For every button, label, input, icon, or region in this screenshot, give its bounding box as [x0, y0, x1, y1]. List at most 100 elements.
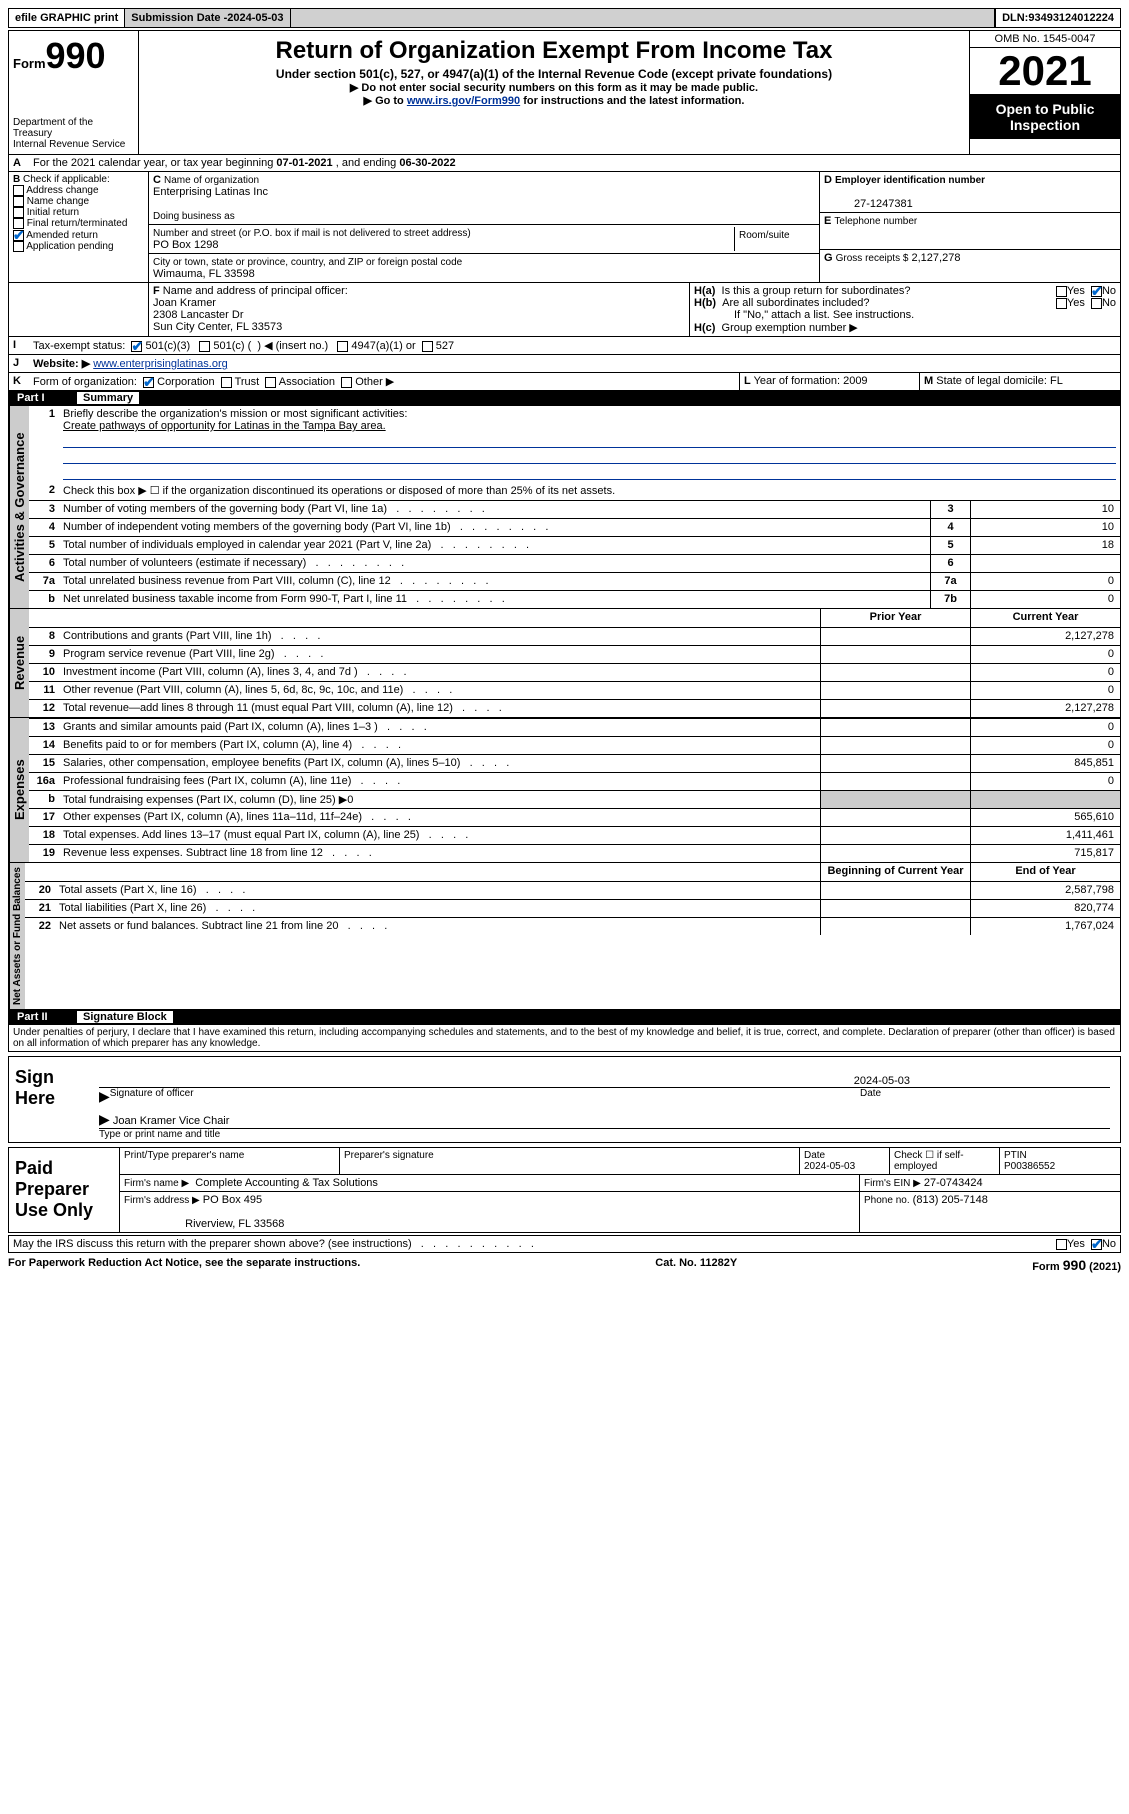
line-13: 13Grants and similar amounts paid (Part … [29, 718, 1120, 736]
cb-501c3[interactable] [131, 341, 142, 352]
line-16a: 16aProfessional fundraising fees (Part I… [29, 772, 1120, 790]
cb-trust[interactable] [221, 377, 232, 388]
label-a: A [9, 155, 29, 171]
line-b: bTotal fundraising expenses (Part IX, co… [29, 790, 1120, 808]
row-i: I Tax-exempt status: 501(c)(3) 501(c) ( … [9, 336, 1120, 354]
cb-ha-yes[interactable] [1056, 286, 1067, 297]
header-center: Return of Organization Exempt From Incom… [139, 31, 970, 154]
footer-mid: Cat. No. 11282Y [655, 1257, 737, 1273]
efile-label: efile GRAPHIC print [9, 9, 125, 27]
cb-hb-yes[interactable] [1056, 298, 1067, 309]
col-prior-year: Prior Year [820, 609, 970, 627]
mission-text: Create pathways of opportunity for Latin… [63, 420, 386, 432]
firm-phone: (813) 205-7148 [913, 1194, 988, 1206]
form-title: Return of Organization Exempt From Incom… [147, 37, 961, 65]
tab-expenses: Expenses [9, 718, 29, 862]
open-inspection: Open to Public Inspection [970, 95, 1120, 139]
topbar: efile GRAPHIC print Submission Date - 20… [8, 8, 1121, 28]
line-22: 22Net assets or fund balances. Subtract … [25, 917, 1120, 935]
omb-number: OMB No. 1545-0047 [970, 31, 1120, 48]
cb-amended-return[interactable] [13, 230, 24, 241]
cb-501c[interactable] [199, 341, 210, 352]
form-number: 990 [46, 35, 106, 76]
summary-revenue: Revenue Prior Year Current Year 8Contrib… [9, 608, 1120, 717]
gov-line-3: 3Number of voting members of the governi… [29, 500, 1120, 518]
line-11: 11Other revenue (Part VIII, column (A), … [29, 681, 1120, 699]
col-deg: D Employer identification number 27-1247… [820, 172, 1120, 282]
line-21: 21Total liabilities (Part X, line 26) . … [25, 899, 1120, 917]
cb-assoc[interactable] [265, 377, 276, 388]
col-begin-year: Beginning of Current Year [820, 863, 970, 881]
cb-hb-no[interactable] [1091, 298, 1102, 309]
line-12: 12Total revenue—add lines 8 through 11 (… [29, 699, 1120, 717]
submission-date-button[interactable]: Submission Date - 2024-05-03 [125, 9, 290, 27]
period-end: 06-30-2022 [399, 157, 455, 169]
state-domicile: FL [1050, 375, 1063, 387]
line-9: 9Program service revenue (Part VIII, lin… [29, 645, 1120, 663]
officer-addr1: 2308 Lancaster Dr [153, 309, 244, 321]
line-15: 15Salaries, other compensation, employee… [29, 754, 1120, 772]
irs-link[interactable]: www.irs.gov/Form990 [407, 95, 520, 107]
tab-revenue: Revenue [9, 609, 29, 717]
note-link: ▶ Go to www.irs.gov/Form990 for instruct… [147, 94, 961, 107]
org-name: Enterprising Latinas Inc [153, 186, 268, 198]
summary-netassets: Net Assets or Fund Balances Beginning of… [9, 862, 1120, 1009]
line-20: 20Total assets (Part X, line 16) . . . .… [25, 881, 1120, 899]
col-b: B Check if applicable: Address change Na… [9, 172, 149, 282]
gov-line-5: 5Total number of individuals employed in… [29, 536, 1120, 554]
cb-discuss-yes[interactable] [1056, 1239, 1067, 1250]
firm-ein: 27-0743424 [924, 1177, 983, 1189]
section-h: H(a) Is this a group return for subordin… [690, 283, 1120, 336]
summary-governance: Activities & Governance 1 Briefly descri… [9, 406, 1120, 608]
firm-name: Complete Accounting & Tax Solutions [195, 1177, 378, 1189]
cb-ha-no[interactable] [1091, 286, 1102, 297]
preparer-date: 2024-05-03 [804, 1161, 855, 1172]
header-left: Form990 Department of the TreasuryIntern… [9, 31, 139, 154]
discuss-row: May the IRS discuss this return with the… [8, 1235, 1121, 1253]
website-link[interactable]: www.enterprisinglatinas.org [93, 358, 228, 370]
dept-treasury: Department of the TreasuryInternal Reven… [13, 117, 134, 150]
col-current-year: Current Year [970, 609, 1120, 627]
section-fh: F Name and address of principal officer:… [9, 282, 1120, 336]
gov-line-6: 6Total number of volunteers (estimate if… [29, 554, 1120, 572]
org-street: PO Box 1298 [153, 239, 218, 251]
row-j: J Website: ▶ www.enterprisinglatinas.org [9, 354, 1120, 372]
cb-initial-return[interactable] [13, 207, 24, 218]
form-frame: Form990 Department of the TreasuryIntern… [8, 30, 1121, 1052]
cb-527[interactable] [422, 341, 433, 352]
summary-expenses: Expenses 13Grants and similar amounts pa… [9, 717, 1120, 862]
cb-other[interactable] [341, 377, 352, 388]
header-right: OMB No. 1545-0047 2021 Open to Public In… [970, 31, 1120, 154]
period-row: A For the 2021 calendar year, or tax yea… [9, 154, 1120, 171]
signer-name: Joan Kramer Vice Chair [113, 1115, 230, 1127]
year-formation: 2009 [843, 375, 867, 387]
org-city: Wimauma, FL 33598 [153, 268, 255, 280]
sign-here-label: Sign Here [9, 1057, 89, 1142]
preparer-ptin: P00386552 [1004, 1161, 1055, 1172]
section-bcdeg: B Check if applicable: Address change Na… [9, 171, 1120, 282]
line-17: 17Other expenses (Part IX, column (A), l… [29, 808, 1120, 826]
ein: 27-1247381 [824, 198, 913, 210]
cb-4947[interactable] [337, 341, 348, 352]
cb-name-change[interactable] [13, 196, 24, 207]
tax-year: 2021 [970, 48, 1120, 95]
officer-addr2: Sun City Center, FL 33573 [153, 321, 282, 333]
col-c: C Name of organization Enterprising Lati… [149, 172, 820, 282]
sign-date: 2024-05-03 [99, 1075, 1110, 1088]
line-18: 18Total expenses. Add lines 13–17 (must … [29, 826, 1120, 844]
cb-discuss-no[interactable] [1091, 1239, 1102, 1250]
gov-line-7a: 7aTotal unrelated business revenue from … [29, 572, 1120, 590]
dln: DLN: 93493124012224 [995, 9, 1120, 27]
paid-preparer-block: Paid Preparer Use Only Print/Type prepar… [8, 1147, 1121, 1233]
part2-header: Part II Signature Block [9, 1009, 1120, 1025]
part1-header: Part I Summary [9, 390, 1120, 406]
tab-netassets: Net Assets or Fund Balances [9, 863, 25, 1009]
paid-preparer-label: Paid Preparer Use Only [9, 1148, 119, 1232]
cb-corp[interactable] [143, 377, 154, 388]
cb-application-pending[interactable] [13, 241, 24, 252]
firm-addr1: PO Box 495 [203, 1194, 262, 1206]
gov-line-7b: bNet unrelated business taxable income f… [29, 590, 1120, 608]
cb-address-change[interactable] [13, 185, 24, 196]
firm-addr2: Riverview, FL 33568 [185, 1218, 284, 1230]
sign-here-block: Sign Here 2024-05-03 ▶Signature of offic… [8, 1056, 1121, 1143]
